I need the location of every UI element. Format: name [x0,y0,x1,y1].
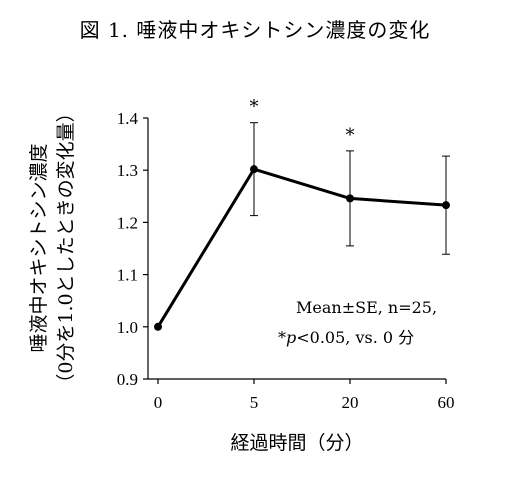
x-ticks: 0 5 20 60 [154,379,455,412]
data-point [346,194,354,203]
significance-star: * [346,125,355,146]
x-tick-label: 5 [250,393,259,412]
y-axis-label-line2: （0分を1.0としたときの変化量） [55,103,77,392]
x-tick-label: 0 [154,393,163,412]
stats-annotation-p: p [286,328,296,347]
significance-marks: ** [250,97,355,146]
x-tick-label: 60 [438,393,455,412]
data-point [442,201,450,210]
data-point [154,322,162,331]
stats-annotation-line1: Mean±SE, n=25, [296,298,437,317]
y-tick-label: 1.3 [117,161,138,180]
chart-title: 図 1. 唾液中オキシトシン濃度の変化 [79,18,431,42]
y-ticks: 0.9 1.0 1.1 1.2 1.3 1.4 [117,109,148,389]
x-axis-label: 経過時間（分） [230,432,363,454]
series-line [154,165,450,331]
stats-annotation-star: * [278,328,286,347]
y-tick-label: 0.9 [117,370,138,389]
axes [147,118,446,380]
y-tick-label: 1.2 [117,213,138,232]
y-tick-label: 1.1 [117,266,138,285]
series-line-path [156,167,447,328]
stats-annotation-line2: *p<0.05, vs. 0 分 [278,328,414,347]
significance-star: * [250,97,259,118]
y-axis-label-line1: 唾液中オキシトシン濃度 [28,143,50,352]
y-tick-label: 1.0 [117,318,138,337]
y-tick-label: 1.4 [117,109,139,128]
data-point [250,165,258,174]
x-tick-label: 20 [342,393,359,412]
stats-annotation-rest: <0.05, vs. 0 分 [296,328,414,347]
